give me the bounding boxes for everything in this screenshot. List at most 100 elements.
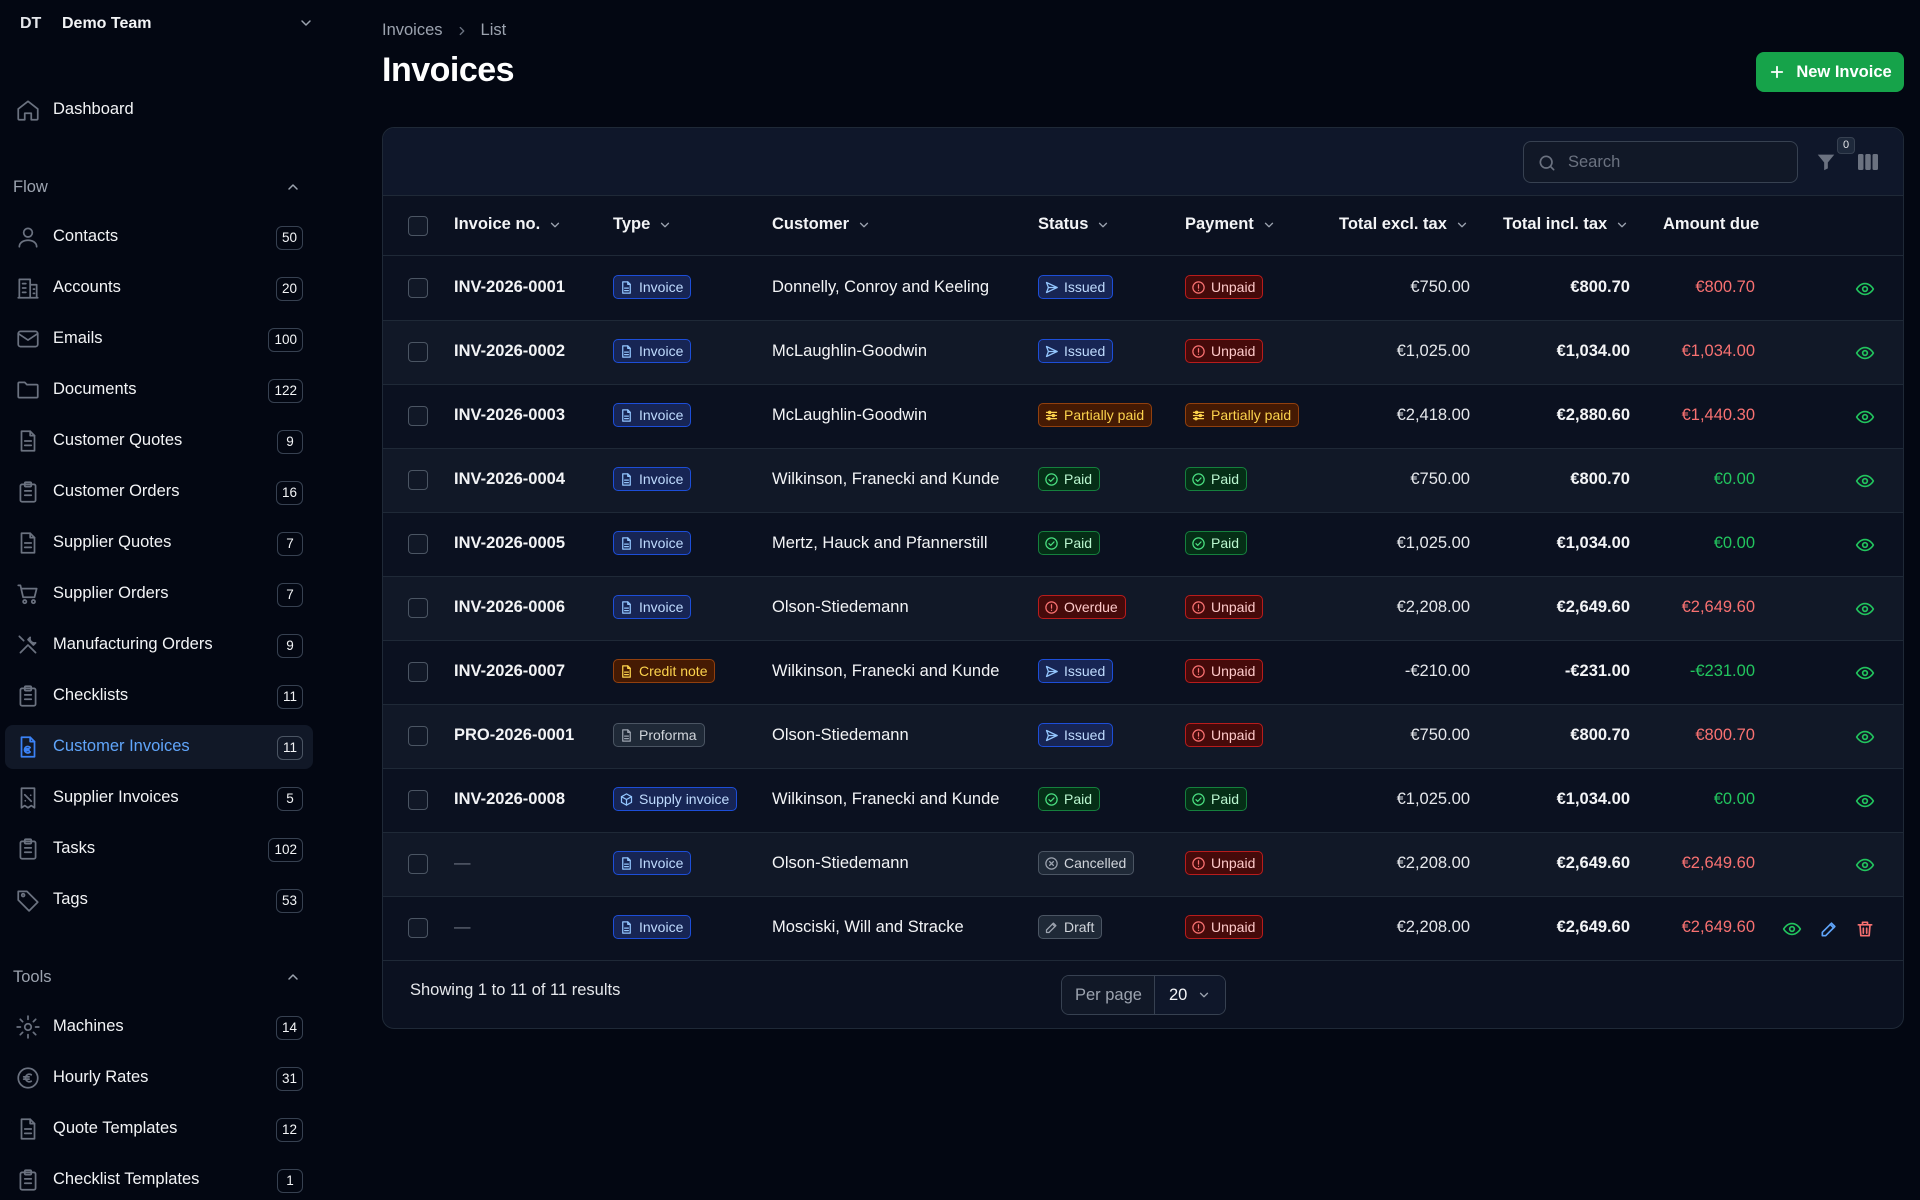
sidebar-item-machines[interactable]: Machines 14 <box>5 1005 313 1049</box>
row-checkbox[interactable] <box>408 662 428 682</box>
x-circle-icon <box>1044 856 1059 871</box>
view-icon[interactable] <box>1855 407 1875 427</box>
table-row[interactable]: — Invoice Olson-Stiedemann Cancelled Unpaid €… <box>383 833 1903 897</box>
invoice-number[interactable]: INV-2026-0006 <box>454 598 565 616</box>
search-box[interactable] <box>1523 141 1798 183</box>
table-row[interactable]: PRO-2026-0001 Proforma Olson-Stiedemann Iss… <box>383 705 1903 769</box>
search-input[interactable] <box>1568 142 1788 182</box>
sidebar-item-customer-orders[interactable]: Customer Orders 16 <box>5 470 313 514</box>
sidebar-item-hourly-rates[interactable]: Hourly Rates 31 <box>5 1056 313 1100</box>
sidebar-item-manufacturing-orders[interactable]: Manufacturing Orders 9 <box>5 623 313 667</box>
invoice-number[interactable]: INV-2026-0008 <box>454 790 565 808</box>
sidebar-item-emails[interactable]: Emails 100 <box>5 317 313 361</box>
amount-due: €1,440.30 <box>1681 406 1755 424</box>
payment-badge: Paid <box>1185 787 1248 811</box>
view-icon[interactable] <box>1855 535 1875 555</box>
row-checkbox[interactable] <box>408 406 428 426</box>
table-row[interactable]: INV-2026-0007 Credit note Wilkinson, Frane… <box>383 641 1903 705</box>
filter-icon[interactable] <box>1815 151 1837 173</box>
delete-icon[interactable] <box>1855 919 1875 939</box>
view-icon[interactable] <box>1855 727 1875 747</box>
table-row[interactable]: INV-2026-0002 Invoice McLaughlin-Goodwin Is… <box>383 321 1903 385</box>
sidebar-item-checklists[interactable]: Checklists 11 <box>5 674 313 718</box>
sidebar-item-supplier-quotes[interactable]: Supplier Quotes 7 <box>5 521 313 565</box>
type-badge: Proforma <box>613 723 705 747</box>
invoice-number[interactable]: INV-2026-0002 <box>454 342 565 360</box>
flow-group-toggle[interactable]: Flow <box>0 172 318 202</box>
customer-name: Wilkinson, Franecki and Kunde <box>772 470 1000 488</box>
invoice-number[interactable]: INV-2026-0003 <box>454 406 565 424</box>
view-icon[interactable] <box>1855 663 1875 683</box>
breadcrumb-invoices-link[interactable]: Invoices <box>382 21 443 39</box>
sidebar-item-quote-templates[interactable]: Quote Templates 12 <box>5 1107 313 1151</box>
per-page-value: 20 <box>1168 985 1188 1004</box>
column-header-type[interactable]: Type <box>613 215 672 234</box>
invoice-number[interactable]: — <box>454 854 471 872</box>
columns-icon[interactable] <box>1857 152 1879 172</box>
view-icon[interactable] <box>1855 599 1875 619</box>
column-header-total-incl-tax[interactable]: Total incl. tax <box>1503 215 1629 234</box>
chevron-down-icon <box>298 15 314 31</box>
table-row[interactable]: INV-2026-0008 Supply invoice Wilkinson, Fr… <box>383 769 1903 833</box>
view-icon[interactable] <box>1855 471 1875 491</box>
table-row[interactable]: INV-2026-0004 Invoice Wilkinson, Franecki … <box>383 449 1903 513</box>
sidebar-item-supplier-orders[interactable]: Supplier Orders 7 <box>5 572 313 616</box>
row-checkbox[interactable] <box>408 790 428 810</box>
document-icon <box>619 600 634 615</box>
sidebar-item-dashboard[interactable]: Dashboard <box>5 88 313 132</box>
invoice-number[interactable]: INV-2026-0004 <box>454 470 565 488</box>
sidebar-item-documents[interactable]: Documents 122 <box>5 368 313 412</box>
sidebar-item-supplier-invoices[interactable]: Supplier Invoices 5 <box>5 776 313 820</box>
team-switcher[interactable]: DT Demo Team <box>0 0 318 50</box>
cube-icon <box>619 792 634 807</box>
sidebar-item-tasks[interactable]: Tasks 102 <box>5 827 313 871</box>
tools-group-toggle[interactable]: Tools <box>0 962 318 992</box>
row-checkbox[interactable] <box>408 342 428 362</box>
table-row[interactable]: INV-2026-0006 Invoice Olson-Stiedemann Over… <box>383 577 1903 641</box>
table-row[interactable]: INV-2026-0003 Invoice McLaughlin-Goodwin Pa… <box>383 385 1903 449</box>
type-badge: Supply invoice <box>613 787 738 811</box>
row-checkbox[interactable] <box>408 854 428 874</box>
row-checkbox[interactable] <box>408 278 428 298</box>
check-circle-icon <box>1191 792 1206 807</box>
per-page-select[interactable]: 20 <box>1154 976 1225 1014</box>
column-header-payment[interactable]: Payment <box>1185 215 1276 234</box>
count-badge: 122 <box>268 379 303 403</box>
document-icon <box>619 472 634 487</box>
view-icon[interactable] <box>1782 919 1802 939</box>
sidebar-item-customer-quotes[interactable]: Customer Quotes 9 <box>5 419 313 463</box>
invoice-number[interactable]: INV-2026-0001 <box>454 278 565 296</box>
edit-icon[interactable] <box>1819 919 1839 939</box>
row-checkbox[interactable] <box>408 598 428 618</box>
invoice-number[interactable]: INV-2026-0005 <box>454 534 565 552</box>
table-row[interactable]: INV-2026-0005 Invoice Mertz, Hauck and Pfa… <box>383 513 1903 577</box>
alert-circle-icon <box>1191 856 1206 871</box>
row-checkbox[interactable] <box>408 918 428 938</box>
invoice-number[interactable]: INV-2026-0007 <box>454 662 565 680</box>
row-checkbox[interactable] <box>408 470 428 490</box>
total-incl-tax: €800.70 <box>1570 278 1630 296</box>
row-checkbox[interactable] <box>408 726 428 746</box>
sidebar-item-checklist-templates[interactable]: Checklist Templates 1 <box>5 1158 313 1200</box>
view-icon[interactable] <box>1855 279 1875 299</box>
sidebar-item-contacts[interactable]: Contacts 50 <box>5 215 313 259</box>
sidebar-item-accounts[interactable]: Accounts 20 <box>5 266 313 310</box>
invoice-number[interactable]: — <box>454 918 471 936</box>
view-icon[interactable] <box>1855 343 1875 363</box>
column-header-status[interactable]: Status <box>1038 215 1110 234</box>
table-row[interactable]: INV-2026-0001 Invoice Donnelly, Conroy and… <box>383 257 1903 321</box>
new-invoice-button[interactable]: New Invoice <box>1756 52 1904 92</box>
invoice-number[interactable]: PRO-2026-0001 <box>454 726 575 744</box>
column-header-total-excl-tax[interactable]: Total excl. tax <box>1339 215 1469 234</box>
view-icon[interactable] <box>1855 855 1875 875</box>
select-all-checkbox[interactable] <box>408 216 428 236</box>
column-header-invoice-no[interactable]: Invoice no. <box>454 215 562 234</box>
column-header-customer[interactable]: Customer <box>772 215 871 234</box>
table-row[interactable]: — Invoice Mosciski, Will and Stracke Draft U… <box>383 897 1903 961</box>
view-icon[interactable] <box>1855 791 1875 811</box>
sidebar-item-customer-invoices[interactable]: Customer Invoices 11 <box>5 725 313 769</box>
customer-name: Olson-Stiedemann <box>772 598 909 616</box>
chevron-down-icon <box>1197 988 1211 1002</box>
sidebar-item-tags[interactable]: Tags 53 <box>5 878 313 922</box>
row-checkbox[interactable] <box>408 534 428 554</box>
